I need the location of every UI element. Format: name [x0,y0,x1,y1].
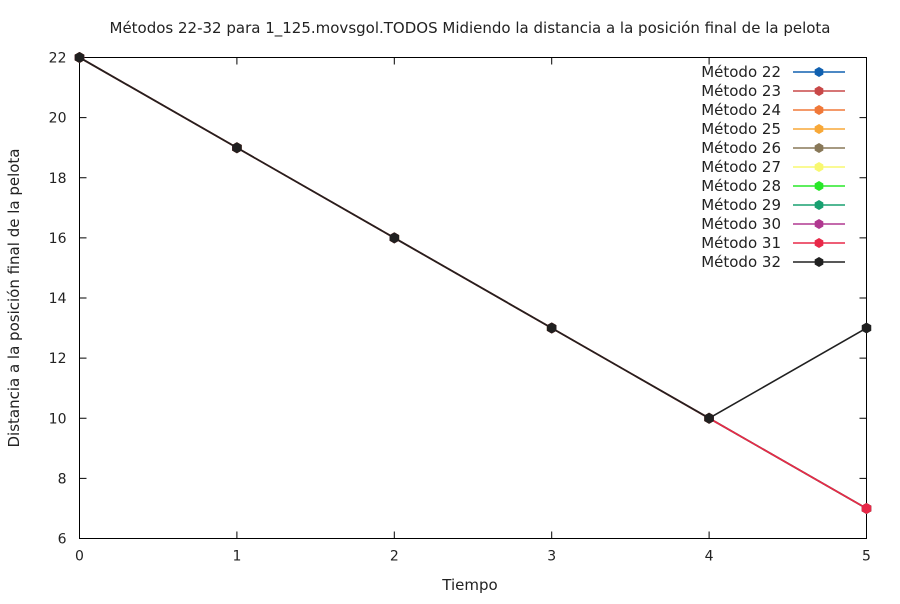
x-axis-label: Tiempo [441,576,497,594]
legend-entry: Método 23 [701,82,845,100]
y-tick-label: 14 [49,291,67,307]
y-axis-label: Distancia a la posición final de la pelo… [5,148,23,447]
x-tick-label: 4 [705,549,714,565]
y-tick-label: 6 [58,532,67,548]
legend-entry: Método 30 [701,215,845,233]
data-point [232,142,242,154]
x-tick-label: 0 [75,549,84,565]
y-tick-label: 10 [49,411,67,427]
y-tick-label: 22 [49,51,67,67]
legend-entry: Método 24 [701,101,845,119]
y-tick-label: 20 [49,111,67,127]
data-point [546,322,557,334]
legend-entry: Método 28 [701,177,845,195]
legend-marker [814,238,824,248]
legend-marker [814,86,824,96]
legend-marker [814,162,824,172]
legend-marker [814,181,824,191]
legend-label: Método 31 [701,234,781,252]
series-lines [74,52,872,514]
legend-label: Método 23 [701,82,781,100]
legend-label: Método 28 [701,177,781,195]
legend-label: Método 22 [701,63,781,81]
series-line [79,56,867,420]
legend-entry: Método 25 [701,120,845,138]
legend-label: Método 29 [701,196,781,214]
legend-label: Método 25 [701,120,781,138]
x-tick-label: 5 [862,549,871,565]
legend-entry: Método 26 [701,139,845,157]
legend-marker [814,257,824,267]
legend-entry: Método 31 [701,234,845,252]
legend-label: Método 27 [701,158,781,176]
data-point [74,52,85,63]
series-m-todo-32 [74,52,872,424]
legend-marker [814,200,824,210]
legend-label: Método 24 [701,101,781,119]
y-tick-label: 16 [49,231,67,247]
y-tick-label: 12 [49,351,67,367]
legend-entry: Método 27 [701,158,845,176]
data-point [389,232,400,244]
legend-marker [814,67,824,77]
y-tick-label: 8 [58,471,67,487]
data-point [861,502,872,514]
legend-entry: Método 22 [701,63,845,81]
x-tick-label: 1 [232,549,241,565]
data-point [704,412,714,424]
x-tick-label: 2 [390,549,399,565]
legend-entry: Método 32 [701,253,845,271]
legend-label: Método 32 [701,253,781,271]
x-tick-label: 3 [547,549,556,565]
chart-title: Métodos 22-32 para 1_125.movsgol.TODOS M… [110,19,831,38]
legend-label: Método 26 [701,139,781,157]
legend-label: Método 30 [701,215,781,233]
legend-marker [814,219,824,229]
data-point [861,322,872,334]
legend-marker [814,143,824,153]
legend-marker [814,105,824,115]
legend-marker [814,124,824,134]
legend-entry: Método 29 [701,196,845,214]
y-tick-label: 18 [49,171,67,187]
